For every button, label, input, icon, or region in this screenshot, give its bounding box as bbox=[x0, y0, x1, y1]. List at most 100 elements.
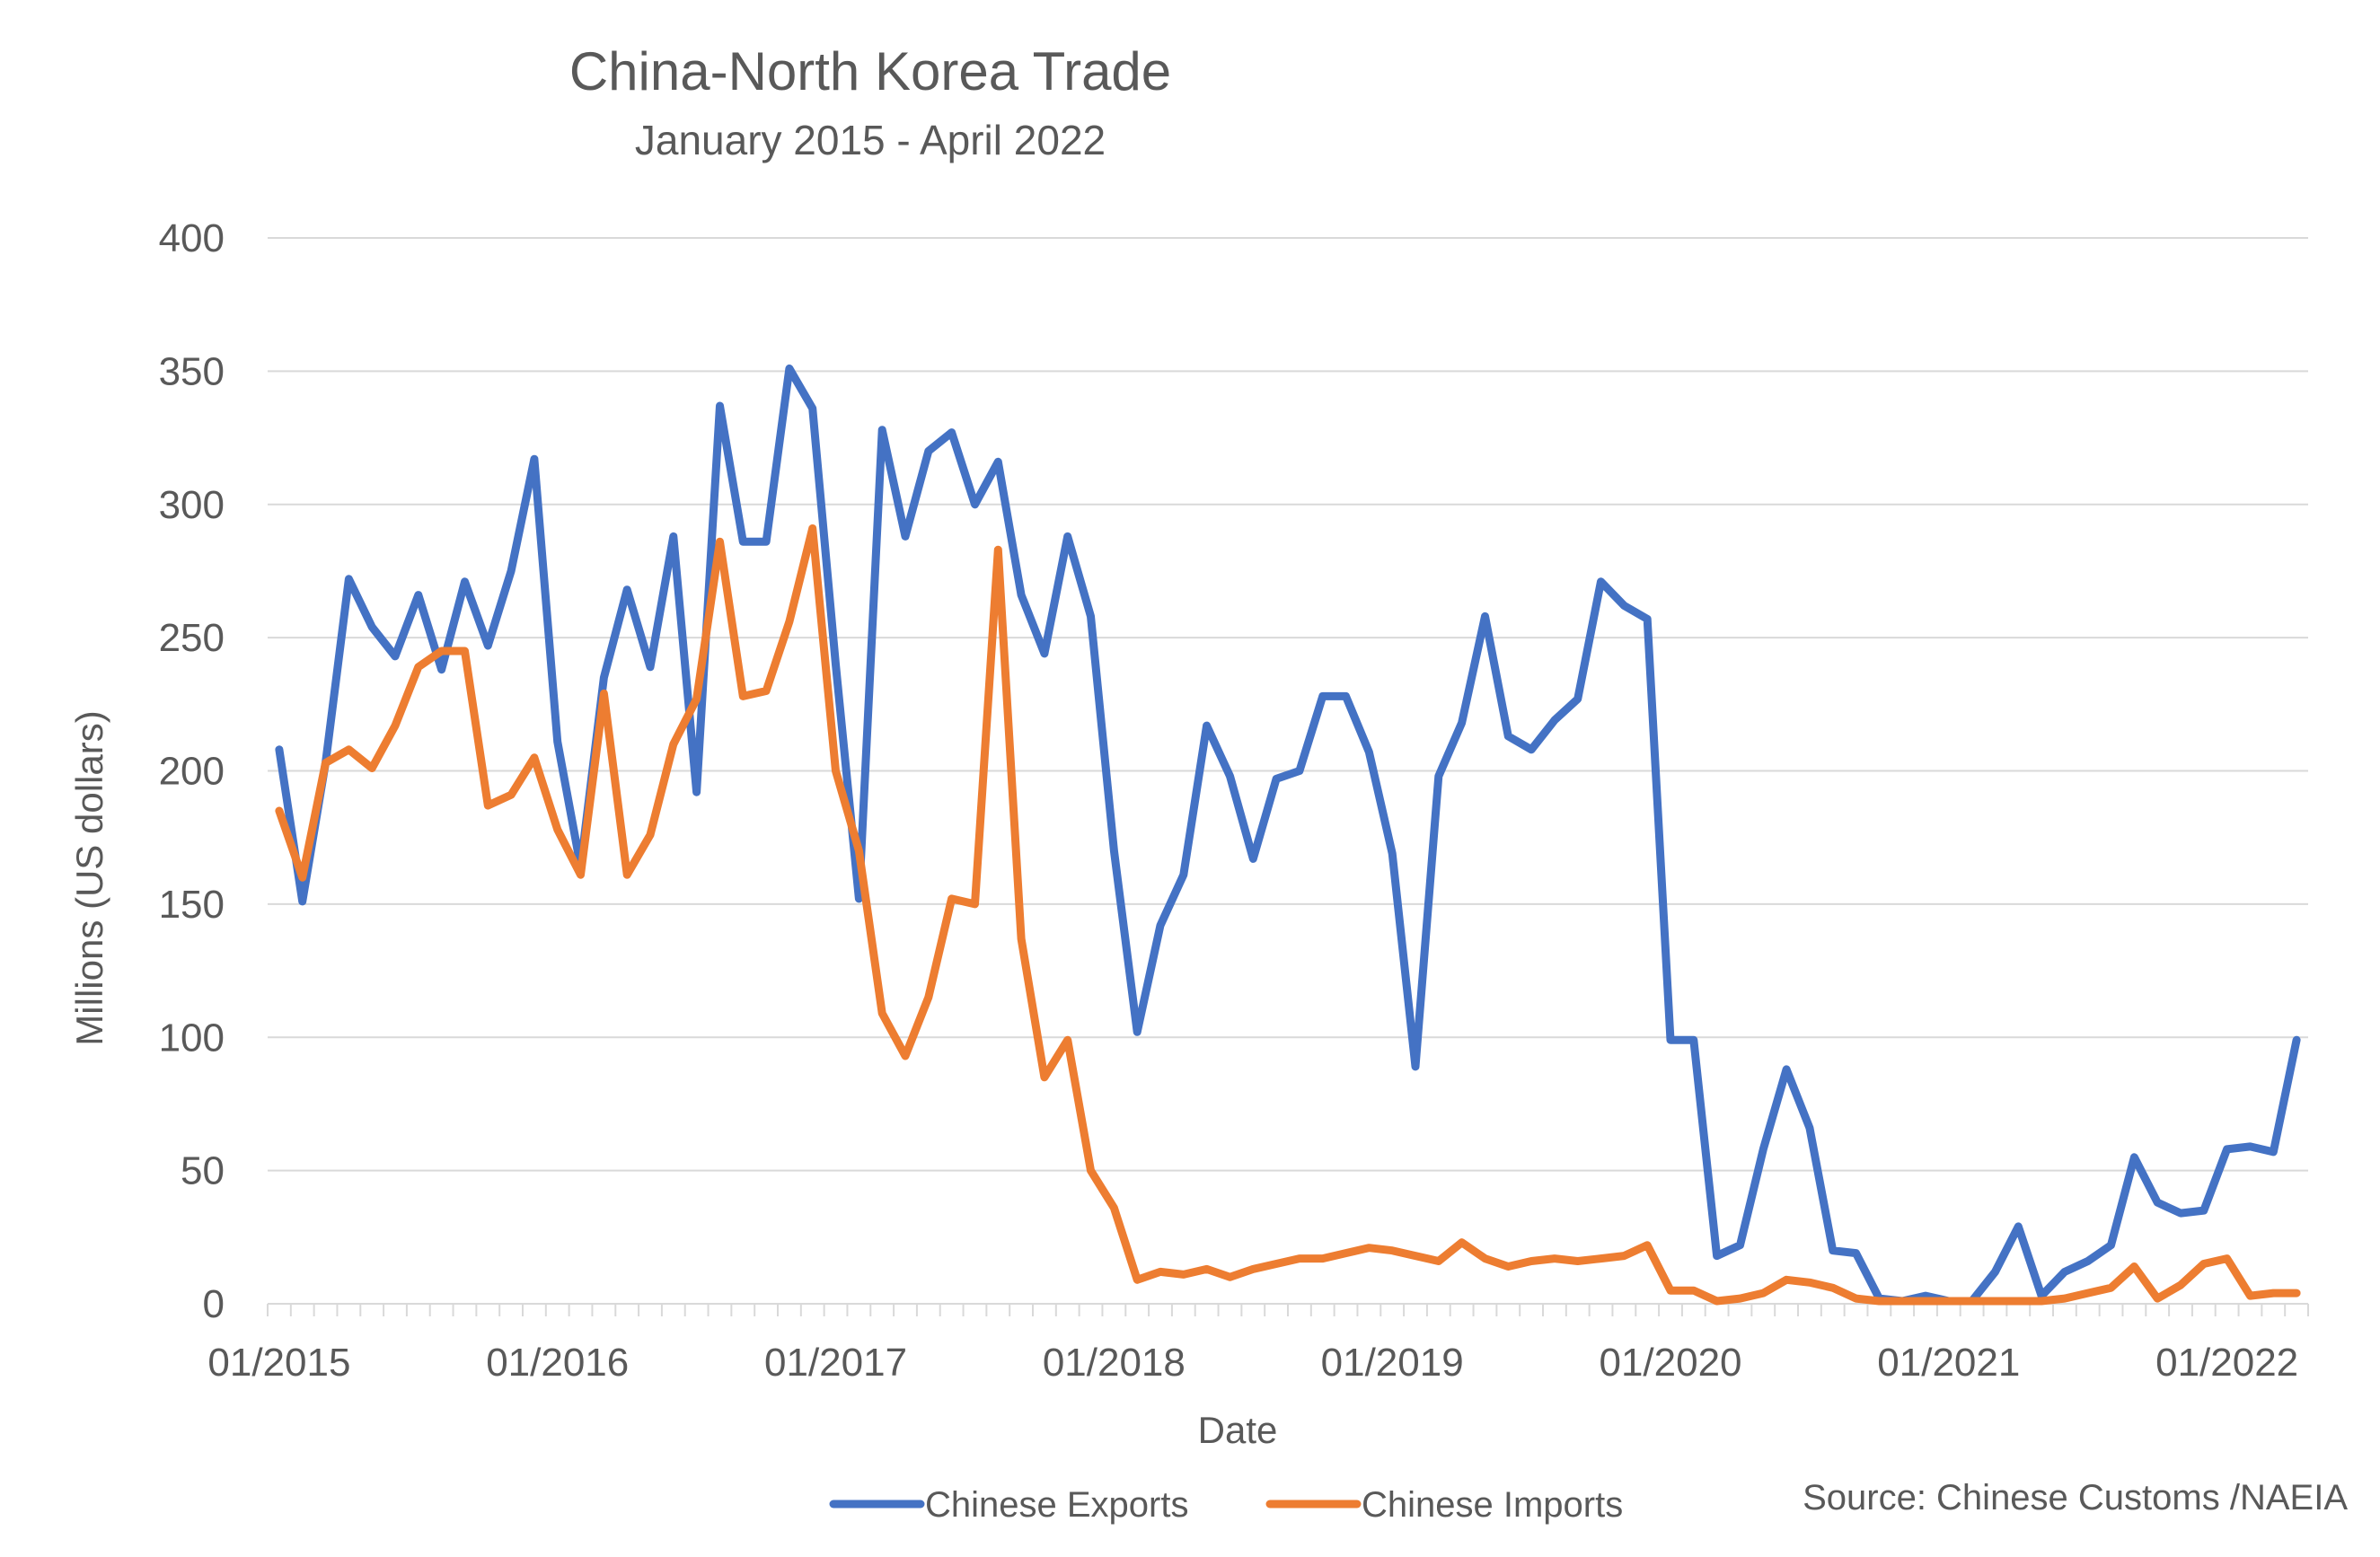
data-point-exports bbox=[1227, 772, 1234, 779]
data-point-imports bbox=[368, 765, 375, 772]
data-point-imports bbox=[1064, 1036, 1071, 1043]
data-point-exports bbox=[762, 538, 770, 545]
data-point-exports bbox=[2200, 1207, 2208, 1214]
y-tick-label: 0 bbox=[203, 1282, 225, 1326]
data-point-imports bbox=[276, 807, 283, 814]
legend-label-exports: Chinese Exports bbox=[925, 1485, 1188, 1525]
data-point-exports bbox=[1018, 592, 1025, 599]
data-point-imports bbox=[392, 722, 399, 729]
data-point-exports bbox=[1574, 695, 1582, 702]
legend: Chinese Exports Chinese Imports bbox=[829, 1485, 1623, 1525]
data-point-exports bbox=[438, 666, 445, 673]
data-point-exports bbox=[717, 402, 724, 409]
data-point-exports bbox=[392, 653, 399, 660]
data-point-exports bbox=[1157, 922, 1164, 929]
x-tick-label: 01/2017 bbox=[764, 1341, 907, 1385]
x-tick-label: 01/2015 bbox=[207, 1341, 350, 1385]
data-point-exports bbox=[1644, 615, 1651, 622]
data-point-imports bbox=[462, 647, 469, 655]
data-point-exports bbox=[2014, 1223, 2022, 1230]
data-point-imports bbox=[438, 647, 445, 655]
data-point-imports bbox=[2177, 1281, 2184, 1289]
data-point-imports bbox=[786, 618, 793, 625]
data-point-imports bbox=[833, 768, 840, 775]
data-point-imports bbox=[2247, 1292, 2254, 1299]
y-tick-label: 300 bbox=[159, 483, 225, 527]
data-point-imports bbox=[1319, 1255, 1327, 1262]
series-line-imports bbox=[275, 524, 2301, 1306]
data-point-exports bbox=[739, 538, 746, 545]
data-point-imports bbox=[647, 831, 654, 839]
data-point-imports bbox=[1018, 936, 1025, 943]
x-axis-ticks: 01/2015 01/2016 01/2017 01/2018 01/2019 01/20… bbox=[207, 1341, 2298, 1385]
data-point-imports bbox=[322, 760, 330, 767]
legend-label-imports: Chinese Imports bbox=[1362, 1485, 1623, 1525]
data-point-exports bbox=[833, 661, 840, 668]
data-point-imports bbox=[600, 690, 607, 697]
data-point-imports bbox=[994, 546, 1001, 553]
data-point-imports bbox=[1388, 1247, 1396, 1254]
data-point-exports bbox=[507, 567, 515, 575]
data-point-exports bbox=[1482, 612, 1489, 620]
data-point-imports bbox=[2270, 1289, 2277, 1297]
data-point-exports bbox=[623, 586, 630, 594]
data-point-imports bbox=[1899, 1298, 1906, 1305]
y-tick-label: 100 bbox=[159, 1016, 225, 1060]
y-tick-label: 250 bbox=[159, 616, 225, 660]
data-point-imports bbox=[809, 525, 816, 532]
data-point-exports bbox=[1110, 848, 1117, 855]
x-tick-label: 01/2016 bbox=[486, 1341, 629, 1385]
data-point-imports bbox=[972, 901, 979, 908]
data-point-imports bbox=[1875, 1298, 1882, 1305]
data-point-exports bbox=[1806, 1124, 1813, 1131]
data-point-imports bbox=[345, 746, 352, 753]
data-point-exports bbox=[1319, 692, 1327, 699]
data-point-imports bbox=[1714, 1298, 1721, 1305]
data-point-imports bbox=[925, 994, 932, 1001]
data-point-imports bbox=[670, 741, 677, 748]
data-point-imports bbox=[1969, 1298, 1976, 1305]
data-point-exports bbox=[972, 501, 979, 508]
data-point-exports bbox=[600, 674, 607, 682]
y-tick-label: 400 bbox=[159, 216, 225, 260]
data-point-exports bbox=[786, 365, 793, 372]
data-point-imports bbox=[1227, 1273, 1234, 1280]
data-point-exports bbox=[1388, 850, 1396, 858]
data-point-exports bbox=[2177, 1210, 2184, 1217]
data-point-imports bbox=[577, 871, 585, 878]
data-point-exports bbox=[670, 532, 677, 540]
y-axis-ticks: 0 50 100 150 200 250 300 350 400 bbox=[159, 216, 225, 1326]
data-point-imports bbox=[2061, 1295, 2068, 1302]
data-point-imports bbox=[1041, 1074, 1048, 1081]
data-point-imports bbox=[1667, 1287, 1674, 1294]
data-point-imports bbox=[2014, 1298, 2022, 1305]
chart-title: China-North Korea Trade bbox=[569, 41, 1171, 101]
data-point-exports bbox=[1528, 746, 1535, 753]
data-point-exports bbox=[2085, 1258, 2092, 1265]
data-point-exports bbox=[2270, 1148, 2277, 1156]
data-point-exports bbox=[1504, 733, 1512, 740]
data-point-exports bbox=[2293, 1036, 2300, 1043]
data-point-exports bbox=[1598, 578, 1605, 585]
data-point-exports bbox=[1435, 772, 1442, 779]
data-point-imports bbox=[1806, 1279, 1813, 1286]
y-tick-label: 150 bbox=[159, 883, 225, 927]
data-point-exports bbox=[554, 738, 561, 745]
data-point-imports bbox=[693, 695, 701, 702]
data-point-exports bbox=[2154, 1199, 2161, 1206]
data-point-imports bbox=[1343, 1250, 1350, 1257]
data-point-exports bbox=[2108, 1242, 2115, 1249]
data-point-imports bbox=[1157, 1268, 1164, 1275]
data-point-imports bbox=[855, 848, 862, 855]
data-point-exports bbox=[2130, 1154, 2138, 1161]
data-point-exports bbox=[948, 429, 956, 436]
data-point-imports bbox=[1435, 1258, 1442, 1265]
data-point-exports bbox=[1180, 871, 1187, 878]
data-point-exports bbox=[1853, 1250, 1860, 1257]
gridlines bbox=[267, 237, 2309, 1316]
data-point-imports bbox=[1783, 1276, 1790, 1283]
data-point-imports bbox=[554, 826, 561, 833]
y-tick-label: 50 bbox=[181, 1149, 225, 1193]
data-point-imports bbox=[2108, 1284, 2115, 1291]
